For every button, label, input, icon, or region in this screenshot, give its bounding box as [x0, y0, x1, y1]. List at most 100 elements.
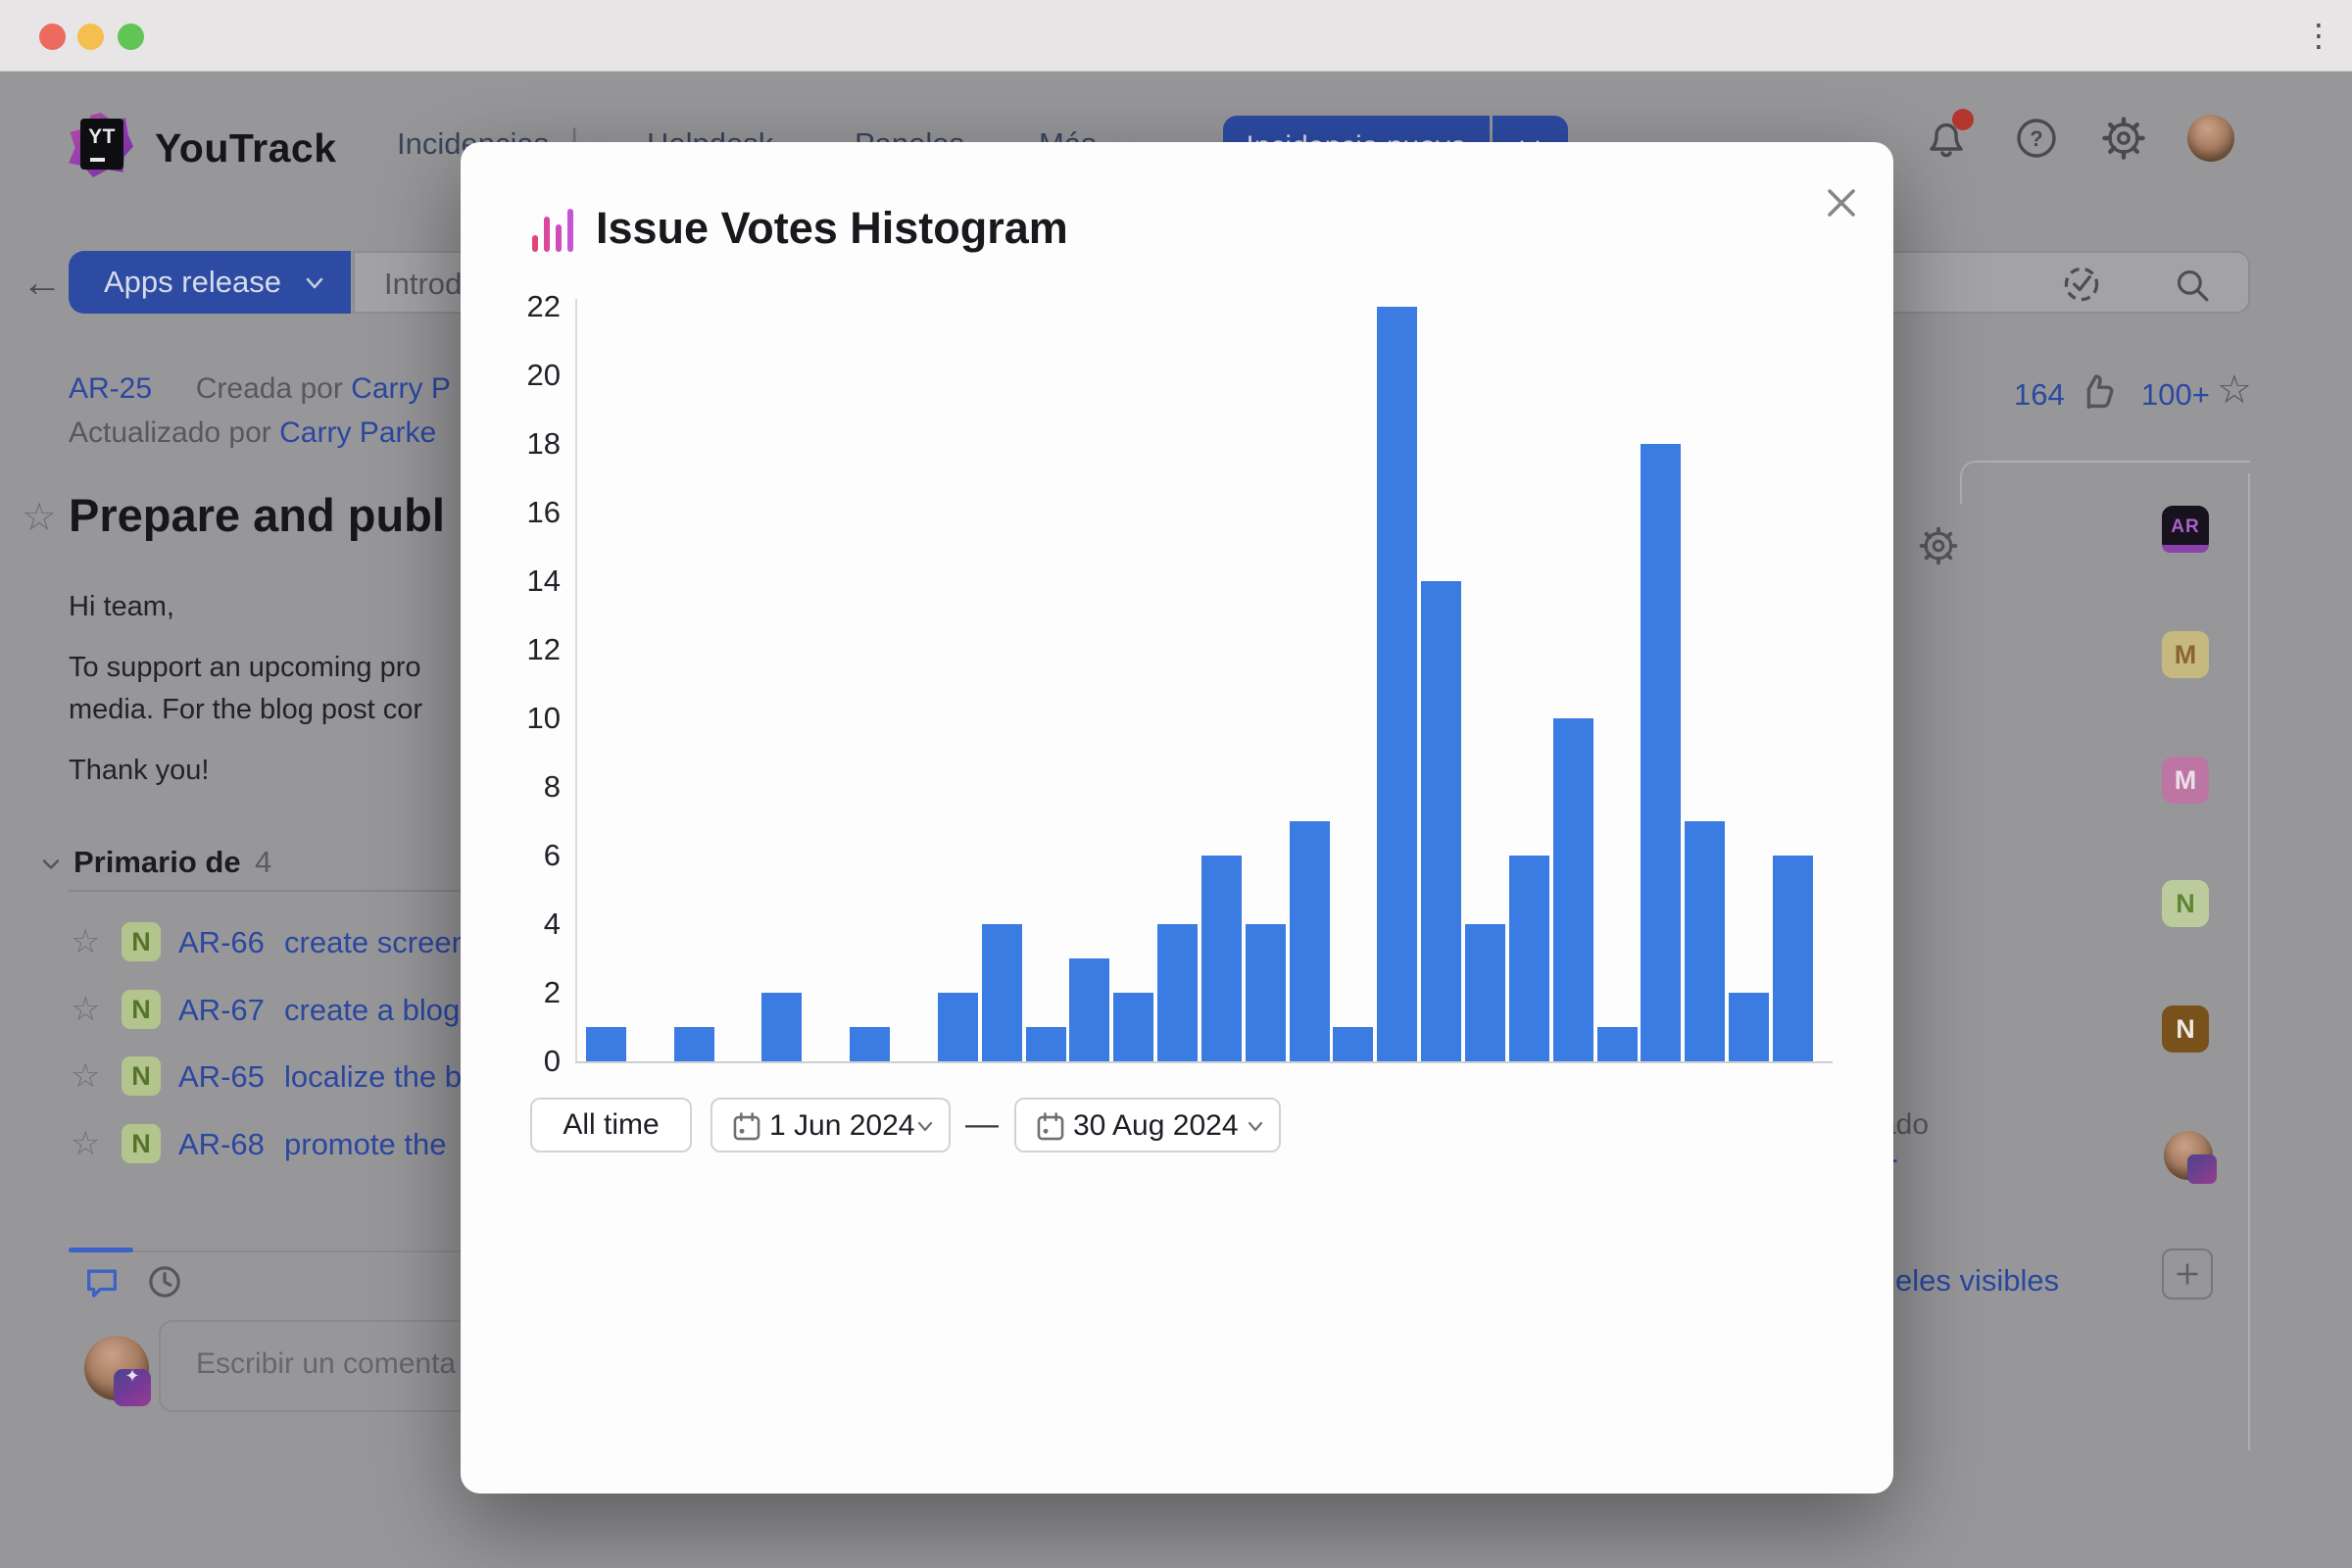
calendar-icon [1034, 1110, 1067, 1144]
subtasks-section-title: Primario de [74, 845, 241, 879]
date-range-separator: — [965, 1105, 999, 1143]
help-icon[interactable]: ? [2013, 115, 2060, 162]
youtrack-app-badge: ✦ [114, 1369, 151, 1406]
wand-icon: ✦ [124, 1369, 140, 1386]
subtask-id-link[interactable]: AR-67 [178, 993, 265, 1027]
project-selector-button[interactable]: Apps release [69, 251, 351, 314]
history-tab-icon[interactable] [145, 1262, 184, 1301]
histogram-bar [850, 1027, 891, 1061]
subtask-id-link[interactable]: AR-68 [178, 1127, 265, 1161]
y-axis-tick-label: 22 [526, 289, 561, 323]
y-axis [575, 299, 577, 1063]
histogram-bar [1552, 718, 1593, 1061]
y-axis-tick-label: 4 [543, 906, 561, 941]
y-axis-tick-label: 18 [526, 426, 561, 461]
minimize-window-button[interactable] [77, 24, 104, 50]
histogram-bar [1596, 1027, 1638, 1061]
histogram-bar [1685, 821, 1726, 1061]
window-menu-icon[interactable]: ⋮ [2303, 18, 2334, 53]
subtask-summary-link[interactable]: localize the b [284, 1059, 462, 1094]
nav-divider: | [570, 122, 579, 158]
to-date-picker[interactable]: 30 Aug 2024 [1014, 1098, 1281, 1152]
star-issue-icon[interactable]: ☆ [22, 496, 57, 539]
comments-tab-icon[interactable] [82, 1262, 122, 1301]
add-participant-button[interactable] [2162, 1249, 2213, 1299]
created-by-link[interactable]: Carry P [351, 372, 451, 405]
updated-by-label: Actualizado por [69, 416, 271, 449]
comment-placeholder: Escribir un comenta [196, 1348, 457, 1380]
all-time-button[interactable]: All time [530, 1098, 692, 1152]
issue-meta-line1: AR-25 Creada por Carry P [69, 372, 451, 406]
subtask-summary-link[interactable]: promote the [284, 1127, 447, 1161]
x-axis [575, 1061, 1833, 1063]
tabs-divider [69, 1250, 696, 1252]
sidebar-card-right-border [2248, 473, 2250, 1450]
star-icon[interactable]: ☆ [71, 1057, 101, 1095]
user-badge: M [2162, 757, 2209, 804]
histogram-bar [1200, 856, 1242, 1061]
votes-count-link[interactable]: 164 [2014, 377, 2065, 412]
back-arrow[interactable]: ← [22, 259, 63, 305]
maximize-window-button[interactable] [118, 24, 144, 50]
brand-name: YouTrack [155, 125, 337, 171]
dialog-title: Issue Votes Histogram [596, 203, 1068, 253]
project-badge: N [122, 1124, 161, 1163]
star-icon[interactable]: ☆ [2217, 368, 2252, 412]
thumbs-up-icon[interactable] [2076, 369, 2121, 415]
histogram-bar [1641, 444, 1682, 1061]
star-icon[interactable]: ☆ [71, 1125, 101, 1162]
issue-id-link[interactable]: AR-25 [69, 372, 153, 405]
subtask-row: ☆ N AR-66 create screen [0, 920, 882, 969]
issue-votes-histogram-dialog: Issue Votes Histogram 0 2 4 6 8 10 12 14 16 18 20 2… [461, 142, 1893, 1494]
youtrack-logo[interactable]: YT [69, 109, 137, 183]
settings-gear-icon[interactable] [2100, 115, 2147, 162]
histogram-bar [1772, 856, 1813, 1061]
histogram-bar [1025, 1027, 1066, 1061]
user-avatar[interactable] [2187, 115, 2234, 162]
issue-body-line: To support an upcoming pro [69, 652, 421, 683]
issue-body-line: Thank you! [69, 755, 210, 786]
histogram-bar [1113, 993, 1154, 1061]
smart-search-icon[interactable] [2060, 263, 2103, 306]
user-badge: M [2162, 631, 2209, 678]
histogram-bar [1729, 993, 1770, 1061]
subtask-summary-link[interactable]: create a blog [284, 993, 461, 1027]
svg-text:?: ? [2030, 126, 2042, 151]
updated-by-link[interactable]: Carry Parke [279, 416, 437, 449]
logo-underscore [90, 158, 105, 162]
from-date-picker[interactable]: 1 Jun 2024 [710, 1098, 951, 1152]
close-window-button[interactable] [39, 24, 66, 50]
to-date-value: 30 Aug 2024 [1073, 1109, 1239, 1142]
histogram-bar [761, 993, 803, 1061]
notifications-bell-icon[interactable] [1923, 109, 1974, 162]
section-divider [69, 890, 696, 892]
subtask-id-link[interactable]: AR-65 [178, 1059, 265, 1094]
search-icon[interactable] [2172, 265, 2213, 306]
project-badge: N [122, 990, 161, 1029]
histogram-bar [1333, 1027, 1374, 1061]
subtask-summary-link[interactable]: create screen [284, 925, 468, 959]
chevron-down-icon [306, 277, 323, 289]
created-by-label: Creada por [195, 372, 343, 405]
histogram-bar [1377, 307, 1418, 1061]
project-badge: N [122, 922, 161, 961]
stars-count-link[interactable]: 100+ [2141, 377, 2210, 412]
calendar-icon [730, 1110, 763, 1144]
active-tab-underline [69, 1248, 133, 1252]
field-settings-gear-icon[interactable] [1917, 524, 1960, 567]
y-axis-tick-label: 10 [526, 701, 561, 735]
visible-panels-link[interactable]: eles visibles [1895, 1263, 2060, 1298]
section-collapse-caret-icon[interactable] [37, 851, 65, 878]
votes-chart: 0 2 4 6 8 10 12 14 16 18 20 22 [461, 142, 1893, 1494]
user-badge: N [2162, 880, 2209, 927]
issue-body-line: media. For the blog post cor [69, 694, 423, 725]
star-icon[interactable]: ☆ [71, 991, 101, 1028]
subtask-id-link[interactable]: AR-66 [178, 925, 265, 959]
participant-avatar [2164, 1131, 2217, 1184]
histogram-bar [673, 1027, 714, 1061]
close-icon[interactable] [1818, 179, 1865, 226]
subtasks-count: 4 [255, 845, 272, 879]
histogram-bar [1245, 924, 1286, 1061]
histogram-icon [532, 201, 585, 252]
star-icon[interactable]: ☆ [71, 923, 101, 960]
